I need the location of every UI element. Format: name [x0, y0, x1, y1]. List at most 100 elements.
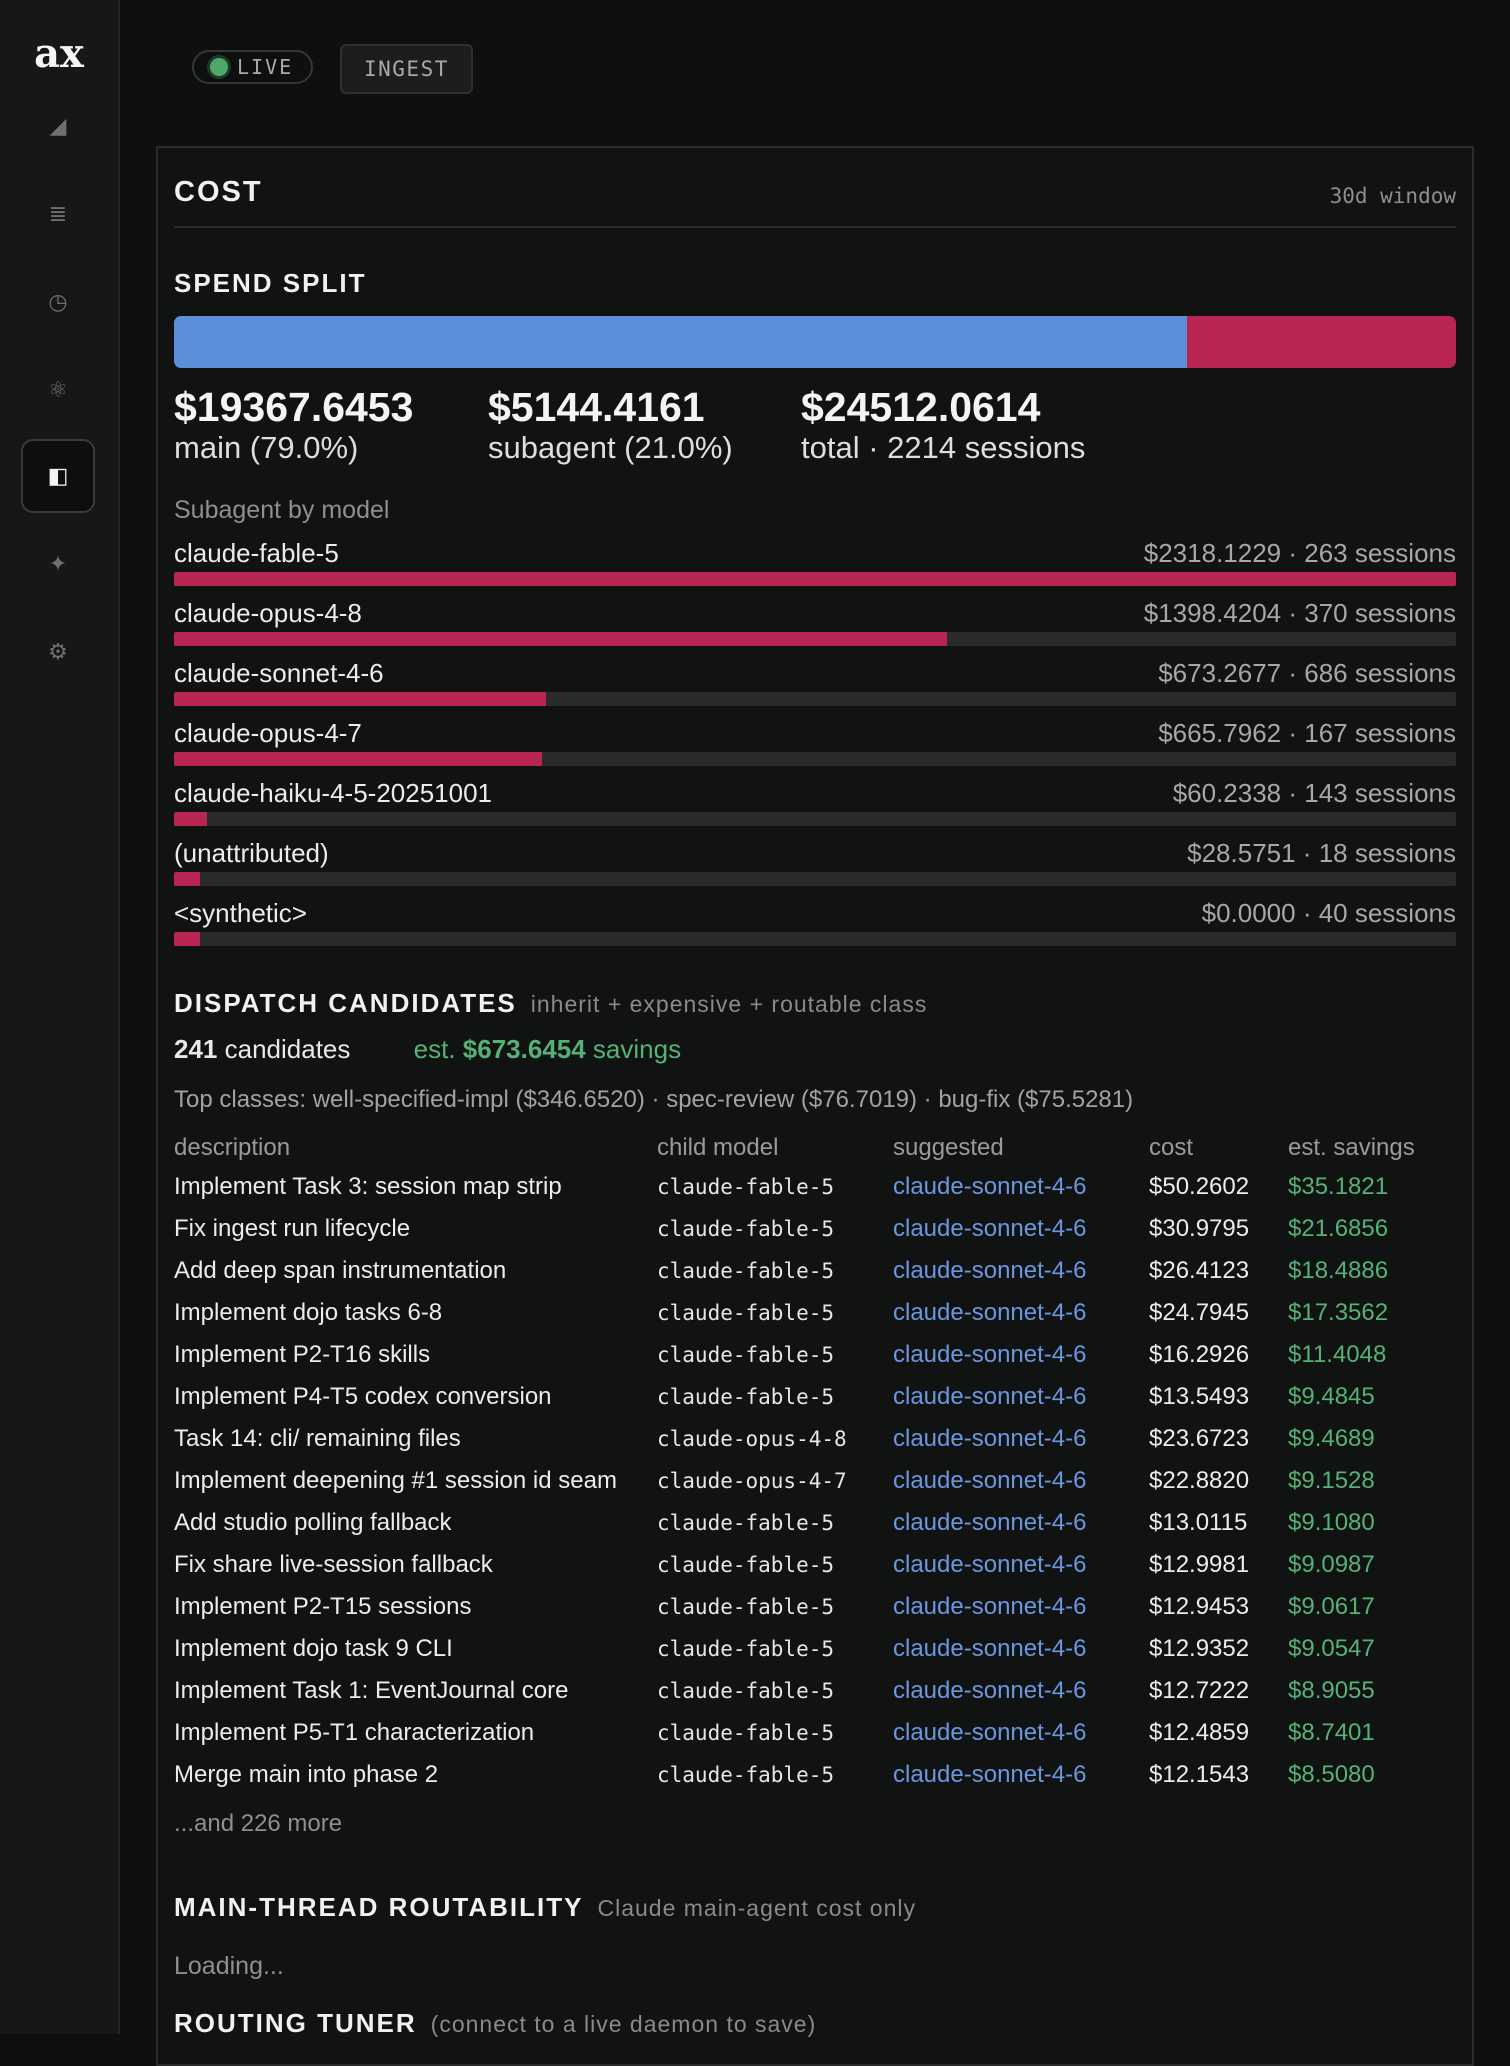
app-logo[interactable]: ax — [34, 30, 84, 77]
table-row[interactable]: Add studio polling fallback claude-fable-… — [174, 1502, 1456, 1544]
cell-suggested-model: claude-sonnet-4-6 — [893, 1551, 1087, 1578]
model-bar-fill — [174, 752, 542, 766]
routability-title-text: MAIN-THREAD ROUTABILITY — [174, 1892, 584, 1922]
column-header: suggested — [893, 1134, 1004, 1161]
panel-header: COST 30d window — [174, 148, 1456, 228]
model-cost: $60.2338 · 143 sessions — [1172, 778, 1456, 808]
sidebar-item-gear[interactable]: ⚙ — [21, 615, 95, 689]
table-row[interactable]: Task 14: cli/ remaining files claude-opus… — [174, 1418, 1456, 1460]
table-body: Implement Task 3: session map strip claud… — [174, 1166, 1456, 1796]
model-bar-track — [174, 812, 1456, 826]
stat-total-value: $24512.0614 — [801, 384, 1041, 430]
model-bar-fill — [174, 872, 200, 886]
model-cost: $28.5751 · 18 sessions — [1187, 838, 1456, 868]
sidebar-item-signal[interactable]: ◢ — [21, 89, 95, 163]
table-row[interactable]: Implement Task 1: EventJournal core claud… — [174, 1670, 1456, 1712]
cell-suggested-model: claude-sonnet-4-6 — [893, 1593, 1087, 1620]
cell-savings: $9.0547 — [1288, 1635, 1375, 1662]
top-classes: Top classes: well-specified-impl ($346.6… — [174, 1086, 1134, 1113]
cell-description: Task 14: cli/ remaining files — [174, 1425, 461, 1452]
table-row[interactable]: Implement P2-T15 sessions claude-fable-5 c… — [174, 1586, 1456, 1628]
table-row[interactable]: Implement dojo tasks 6-8 claude-fable-5 cl… — [174, 1292, 1456, 1334]
cell-description: Implement P2-T16 skills — [174, 1341, 431, 1368]
table-row[interactable]: Fix share live-session fallback claude-fa… — [174, 1544, 1456, 1586]
model-row: (unattributed) $28.5751 · 18 sessions — [174, 838, 1456, 898]
window-label: 30d window — [1329, 184, 1456, 208]
topbar: LIVE INGEST — [118, 0, 1510, 140]
tuner-title-text: ROUTING TUNER — [174, 2008, 417, 2038]
cell-child-model: claude-opus-4-7 — [657, 1469, 847, 1493]
cell-cost: $50.2602 — [1149, 1173, 1250, 1200]
sidebar-item-atom[interactable]: ⚛ — [21, 353, 95, 427]
stat-subagent-value: $5144.4161 — [488, 384, 705, 430]
stat-main: $19367.6453 main (79.0%) — [174, 384, 413, 466]
cell-description: Implement Task 1: EventJournal core — [174, 1677, 569, 1704]
cell-description: Implement P2-T15 sessions — [174, 1593, 472, 1620]
sidebar-item-list[interactable]: ≣ — [21, 177, 95, 251]
savings-summary: est. $673.6454 savings — [414, 1034, 681, 1064]
cell-child-model: claude-fable-5 — [657, 1217, 835, 1241]
cost-panel: COST 30d window SPEND SPLIT $19367.6453 … — [156, 146, 1474, 2066]
model-row: claude-sonnet-4-6 $673.2677 · 686 session… — [174, 658, 1456, 718]
cell-suggested-model: claude-sonnet-4-6 — [893, 1215, 1087, 1242]
cell-suggested-model: claude-sonnet-4-6 — [893, 1383, 1087, 1410]
model-cost: $665.7962 · 167 sessions — [1158, 718, 1456, 748]
table-row[interactable]: Add deep span instrumentation claude-fabl… — [174, 1250, 1456, 1292]
dispatch-subtitle: inherit + expensive + routable class — [530, 991, 928, 1017]
cell-suggested-model: claude-sonnet-4-6 — [893, 1425, 1087, 1452]
ingest-button[interactable]: INGEST — [340, 44, 473, 94]
model-name: claude-haiku-4-5-20251001 — [174, 778, 493, 808]
table-header-row: description child model suggested cost est. … — [174, 1130, 1456, 1166]
cell-suggested-model: claude-sonnet-4-6 — [893, 1257, 1087, 1284]
column-header: child model — [657, 1134, 779, 1161]
cell-cost: $26.4123 — [1149, 1257, 1250, 1284]
sidebar-item-clock[interactable]: ◷ — [21, 265, 95, 339]
table-row[interactable]: Implement P5-T1 characterization claude-f… — [174, 1712, 1456, 1754]
table-row[interactable]: Fix ingest run lifecycle claude-fable-5 cl… — [174, 1208, 1456, 1250]
column-header: cost — [1149, 1134, 1194, 1161]
model-bar-fill — [174, 932, 200, 946]
cell-child-model: claude-fable-5 — [657, 1343, 835, 1367]
cell-suggested-model: claude-sonnet-4-6 — [893, 1173, 1087, 1200]
cell-child-model: claude-fable-5 — [657, 1679, 835, 1703]
model-cost: $673.2677 · 686 sessions — [1158, 658, 1456, 688]
candidates-summary: 241 candidates est. $673.6454 savings — [174, 1034, 681, 1065]
table-row[interactable]: Implement dojo task 9 CLI claude-fable-5 c… — [174, 1628, 1456, 1670]
stat-subagent-label: subagent (21.0%) — [488, 430, 733, 465]
candidates-table: description child model suggested cost est. … — [174, 1130, 1456, 1796]
model-name: claude-opus-4-7 — [174, 718, 362, 748]
table-row[interactable]: Implement deepening #1 session id seam cl… — [174, 1460, 1456, 1502]
cell-savings: $9.4845 — [1288, 1383, 1375, 1410]
cell-description: Add deep span instrumentation — [174, 1257, 507, 1284]
table-row[interactable]: Implement P4-T5 codex conversion claude-f… — [174, 1376, 1456, 1418]
list-icon: ≣ — [48, 201, 68, 226]
more-candidates-link[interactable]: ...and 226 more — [174, 1810, 343, 1837]
table-row[interactable]: Implement P2-T16 skills claude-fable-5 cla… — [174, 1334, 1456, 1376]
model-row: claude-opus-4-8 $1398.4204 · 370 sessions — [174, 598, 1456, 658]
live-label: LIVE — [237, 55, 294, 79]
cell-child-model: claude-fable-5 — [657, 1595, 835, 1619]
sidebar: ax ◢ ≣ ◷ ⚛ ◧ ✦ ⚙ — [0, 0, 120, 2034]
model-name: claude-fable-5 — [174, 538, 339, 568]
gear-icon: ⚙ — [48, 639, 68, 664]
cell-cost: $12.9981 — [1149, 1551, 1250, 1578]
sidebar-item-sparkle[interactable]: ✦ — [21, 527, 95, 601]
model-bar-track — [174, 692, 1456, 706]
cell-savings: $9.1080 — [1288, 1509, 1375, 1536]
cell-savings: $17.3562 — [1288, 1299, 1389, 1326]
cell-child-model: claude-fable-5 — [657, 1175, 835, 1199]
cell-savings: $9.0987 — [1288, 1551, 1375, 1578]
table-row[interactable]: Merge main into phase 2 claude-fable-5 cla… — [174, 1754, 1456, 1796]
signal-icon: ◢ — [49, 113, 67, 138]
cell-suggested-model: claude-sonnet-4-6 — [893, 1341, 1087, 1368]
savings-prefix: est. — [413, 1034, 456, 1064]
cell-savings: $9.4689 — [1288, 1425, 1375, 1452]
cell-child-model: claude-fable-5 — [657, 1721, 835, 1745]
column-header: description — [174, 1134, 291, 1161]
stat-total-label: total · 2214 sessions — [801, 430, 1086, 465]
table-row[interactable]: Implement Task 3: session map strip claud… — [174, 1166, 1456, 1208]
cell-child-model: claude-fable-5 — [657, 1511, 835, 1535]
sidebar-item-panel[interactable]: ◧ — [21, 439, 95, 513]
model-row: claude-opus-4-7 $665.7962 · 167 sessions — [174, 718, 1456, 778]
live-status-pill: LIVE — [192, 50, 314, 84]
